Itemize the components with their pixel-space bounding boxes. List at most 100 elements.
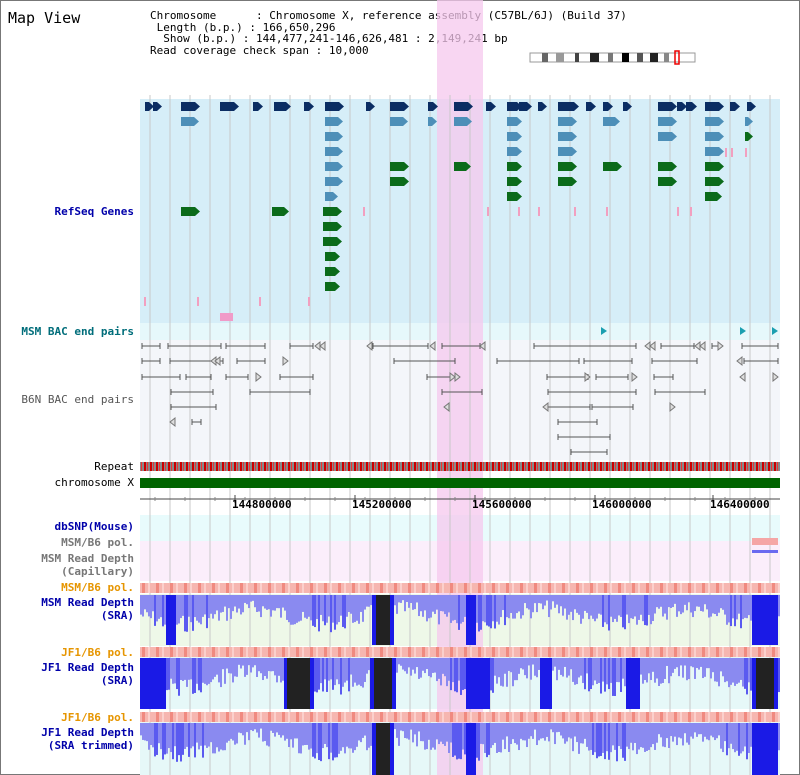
gene-glyph[interactable]	[558, 102, 579, 111]
gene-glyph[interactable]	[325, 177, 343, 186]
chromosome-ideogram[interactable]	[529, 50, 696, 65]
gene-glyph[interactable]	[325, 117, 343, 126]
msm-bac-pairs[interactable]	[601, 327, 778, 335]
gene-glyph[interactable]	[145, 102, 154, 111]
gene-glyph[interactable]	[519, 102, 532, 111]
highlight-region[interactable]	[437, 0, 483, 775]
gene-glyph[interactable]	[558, 162, 577, 171]
gene-glyph[interactable]	[323, 207, 342, 216]
track-label-msm-depth-sra-sub[interactable]: (SRA)	[100, 609, 134, 622]
gene-glyph[interactable]	[507, 162, 522, 171]
gene-glyph[interactable]	[558, 147, 577, 156]
gene-glyph[interactable]	[325, 267, 340, 276]
jf1-depth-histogram[interactable]	[140, 658, 780, 709]
gene-glyph[interactable]	[325, 147, 343, 156]
gene-glyph[interactable]	[705, 117, 724, 126]
gene-glyph[interactable]	[390, 117, 408, 126]
track-label-repeat[interactable]: Repeat	[94, 460, 134, 473]
gene-glyph[interactable]	[325, 282, 340, 291]
gene-glyph[interactable]	[507, 192, 522, 201]
gene-glyph[interactable]	[507, 102, 522, 111]
gene-glyph[interactable]	[181, 207, 200, 216]
gene-glyph[interactable]	[658, 102, 677, 111]
bac-end-marker[interactable]	[601, 327, 607, 335]
msm-pol-band[interactable]	[140, 583, 780, 593]
gene-glyph[interactable]	[454, 117, 472, 126]
track-label-jf1-pol-2[interactable]: JF1/B6 pol.	[61, 711, 134, 724]
gene-glyph[interactable]	[325, 102, 344, 111]
b6n-bac-pairs[interactable]	[141, 340, 779, 455]
track-label-jf1-pol[interactable]: JF1/B6 pol.	[61, 646, 134, 659]
gene-glyph[interactable]	[538, 102, 547, 111]
track-label-dbsnp[interactable]: dbSNP(Mouse)	[54, 520, 134, 533]
gene-glyph[interactable]	[745, 117, 753, 126]
gene-glyph[interactable]	[272, 207, 289, 216]
gene-glyph[interactable]	[705, 177, 724, 186]
gene-glyph[interactable]	[323, 237, 342, 246]
gene-glyph[interactable]	[390, 177, 409, 186]
gene-glyph[interactable]	[325, 132, 343, 141]
bac-end-marker[interactable]	[772, 327, 778, 335]
track-label-msm-bac[interactable]: MSM BAC end pairs	[21, 325, 134, 338]
track-label-jf1-trim-sub[interactable]: (SRA trimmed)	[47, 739, 134, 752]
gene-glyph[interactable]	[390, 162, 409, 171]
gene-glyph[interactable]	[705, 102, 724, 111]
gene-glyph[interactable]	[747, 102, 756, 111]
gene-glyph[interactable]	[558, 117, 577, 126]
gene-glyph[interactable]	[603, 117, 620, 126]
gene-glyph[interactable]	[390, 102, 409, 111]
jf1-trim-depth-histogram[interactable]	[140, 723, 780, 775]
track-label-jf1-depth-sub[interactable]: (SRA)	[100, 674, 134, 687]
gene-glyph[interactable]	[325, 192, 338, 201]
gene-glyph[interactable]	[274, 102, 291, 111]
gene-glyph[interactable]	[507, 177, 522, 186]
repeat-track[interactable]	[140, 462, 780, 471]
gene-glyph[interactable]	[486, 102, 496, 111]
gene-glyph[interactable]	[603, 162, 622, 171]
gene-glyph[interactable]	[603, 102, 613, 111]
gene-glyph[interactable]	[586, 102, 596, 111]
gene-glyph[interactable]	[705, 132, 724, 141]
gene-glyph[interactable]	[658, 132, 677, 141]
jf1-pol-band-1[interactable]	[140, 647, 780, 657]
track-label-refseq[interactable]: RefSeq Genes	[54, 205, 134, 218]
gene-glyph[interactable]	[558, 132, 577, 141]
gene-glyph[interactable]	[181, 117, 199, 126]
gene-glyph[interactable]	[325, 162, 343, 171]
gene-glyph[interactable]	[558, 177, 577, 186]
track-label-jf1-depth[interactable]: JF1 Read Depth	[41, 661, 134, 674]
gene-glyph[interactable]	[428, 102, 438, 111]
gene-glyph[interactable]	[253, 102, 263, 111]
track-label-jf1-trim[interactable]: JF1 Read Depth	[41, 726, 134, 739]
gene-glyph[interactable]	[323, 222, 342, 231]
gene-glyph[interactable]	[623, 102, 632, 111]
gene-glyph[interactable]	[705, 162, 724, 171]
gene-glyph[interactable]	[507, 147, 522, 156]
gene-glyph[interactable]	[220, 102, 239, 111]
track-label-msm-depth-cap-sub[interactable]: (Capillary)	[61, 565, 134, 578]
gene-glyph[interactable]	[686, 102, 697, 111]
gene-glyph[interactable]	[705, 147, 724, 156]
gene-glyph[interactable]	[730, 102, 740, 111]
bac-end-marker[interactable]	[740, 327, 746, 335]
gene-glyph[interactable]	[745, 132, 753, 141]
track-label-chromosome[interactable]: chromosome X	[54, 476, 134, 489]
gene-glyph[interactable]	[181, 102, 200, 111]
gene-glyph[interactable]	[658, 117, 677, 126]
track-label-msm-depth-sra[interactable]: MSM Read Depth	[41, 596, 134, 609]
chromosome-bar[interactable]	[140, 478, 780, 488]
gene-glyph[interactable]	[454, 102, 473, 111]
gene-glyph[interactable]	[428, 117, 437, 126]
gene-glyph[interactable]	[304, 102, 314, 111]
gene-glyph[interactable]	[658, 162, 677, 171]
gene-glyph[interactable]	[507, 117, 522, 126]
gene-glyph[interactable]	[677, 102, 687, 111]
gene-glyph[interactable]	[705, 192, 722, 201]
gene-glyph[interactable]	[454, 162, 471, 171]
track-label-msm-depth-cap[interactable]: MSM Read Depth	[41, 552, 134, 565]
gene-glyph[interactable]	[153, 102, 162, 111]
track-label-b6n-bac[interactable]: B6N BAC end pairs	[21, 393, 134, 406]
track-label-msm-pol-cap[interactable]: MSM/B6 pol.	[61, 536, 134, 549]
msm-depth-histogram[interactable]	[140, 595, 780, 645]
